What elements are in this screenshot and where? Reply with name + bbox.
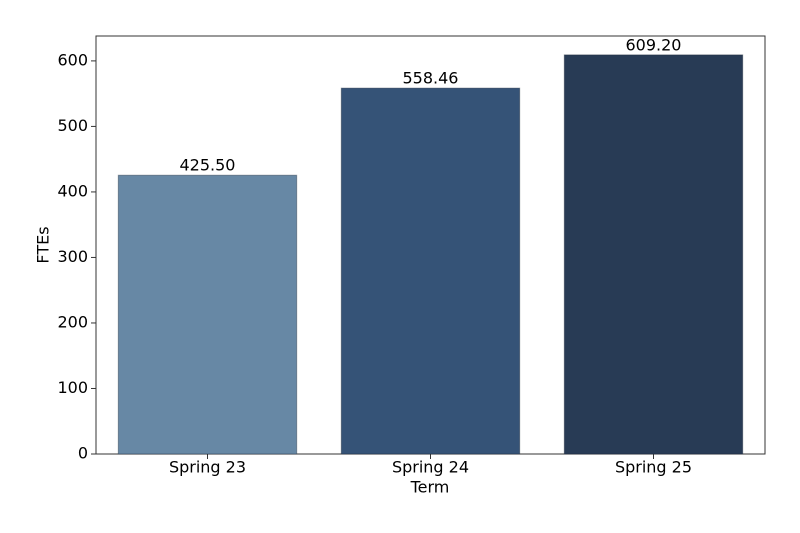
bar <box>117 174 298 455</box>
y-tick-label: 500 <box>57 116 88 135</box>
x-tick-label: Spring 23 <box>169 458 246 477</box>
y-tick-label: 200 <box>57 312 88 331</box>
bar <box>340 87 521 455</box>
bar <box>563 54 744 455</box>
x-tick-label: Spring 25 <box>615 458 692 477</box>
y-axis-label: FTEs <box>34 226 53 263</box>
value-label: 558.46 <box>403 69 459 88</box>
y-tick-label: 0 <box>78 444 88 463</box>
y-tick-label: 600 <box>57 50 88 69</box>
y-tick-label: 100 <box>57 378 88 397</box>
value-label: 425.50 <box>180 156 236 175</box>
x-tick-label: Spring 24 <box>392 458 469 477</box>
y-tick-label: 300 <box>57 247 88 266</box>
y-tick-label: 400 <box>57 181 88 200</box>
value-label: 609.20 <box>626 35 682 54</box>
x-axis-label: Term <box>410 478 450 497</box>
